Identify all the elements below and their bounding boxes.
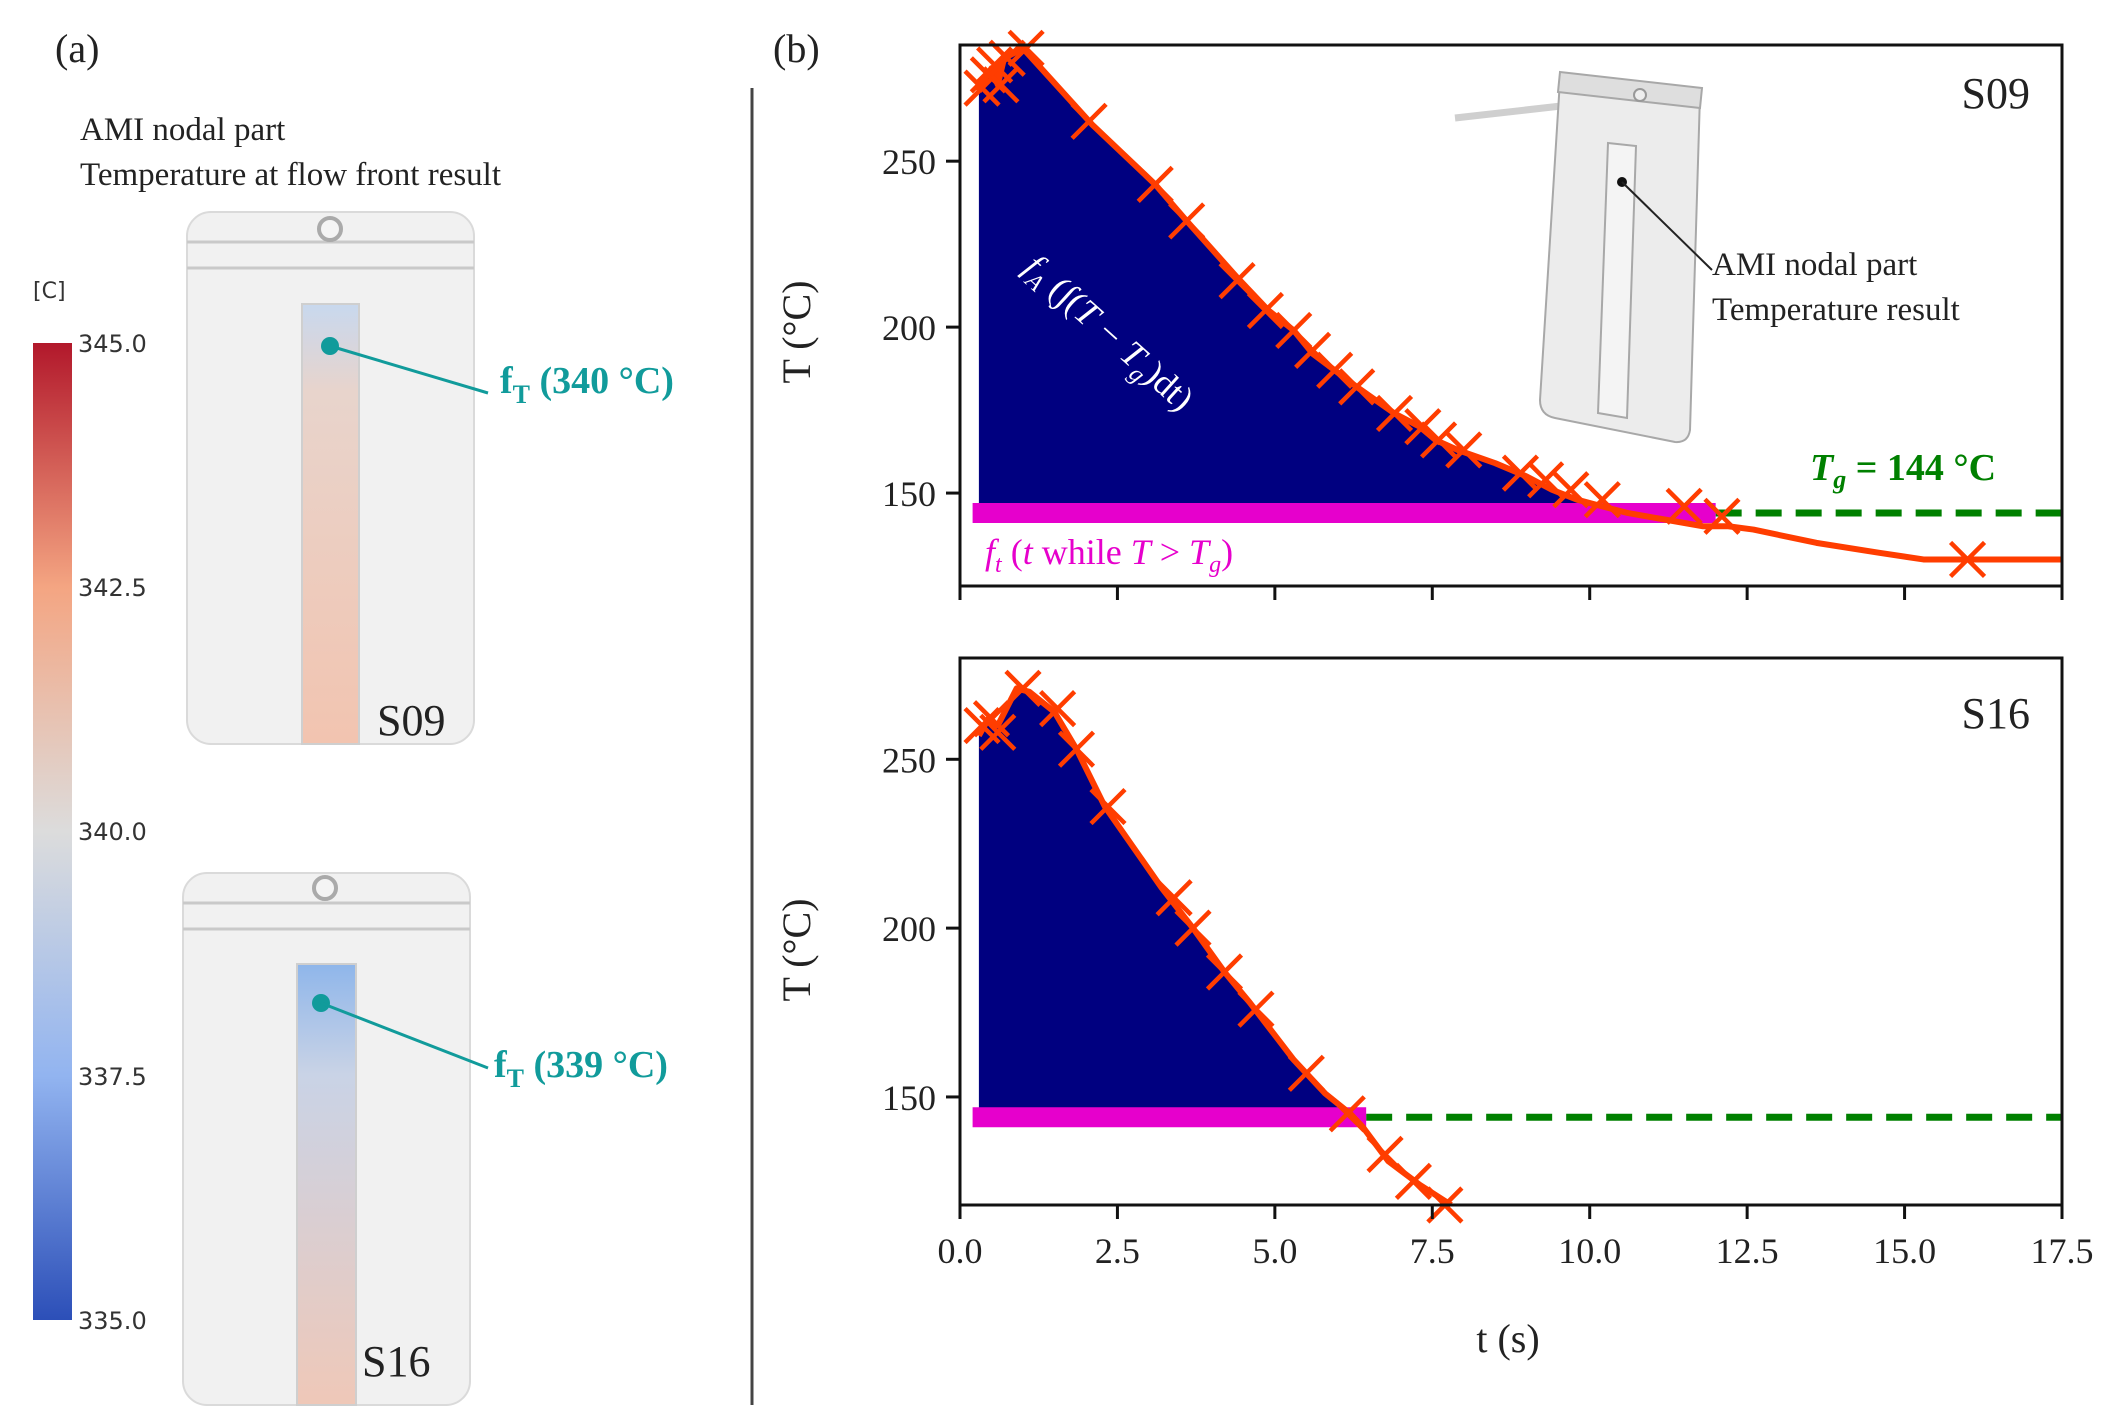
part-s09-pin [317, 216, 343, 242]
x-tick-label: 17.5 [2031, 1231, 2094, 1271]
data-point-marker [1338, 368, 1376, 406]
inset-arm [1454, 101, 1571, 122]
x-tick-label: 0.0 [938, 1231, 983, 1271]
x-tick-label: 2.5 [1095, 1231, 1140, 1271]
data-point-marker [1218, 262, 1256, 300]
colorbar-tick-5: 335.0 [78, 1307, 147, 1335]
x-tick-label: 15.0 [1873, 1231, 1936, 1271]
y-tick-label: 250 [882, 740, 936, 780]
y-tick-label: 200 [882, 909, 936, 949]
inset-label-line2: Temperature result [1712, 292, 1960, 328]
chart-s09: 150 200 250 S09 T (°C) AMI nodal part Temp… [774, 29, 2064, 600]
data-point-marker [1328, 1095, 1366, 1133]
inset-label-line1: AMI nodal part [1712, 247, 1917, 283]
colorbar-tick-3: 340.0 [78, 818, 147, 846]
data-point-marker [976, 46, 1014, 84]
colorbar-unit: [C] [33, 279, 66, 304]
part-s16-leader [320, 1001, 489, 1070]
colorbar-gradient [33, 343, 72, 1320]
panel-a-title-line2: Temperature at flow front result [80, 157, 501, 193]
data-point-marker [1237, 990, 1275, 1028]
x-tick-label: 12.5 [1716, 1231, 1779, 1271]
colorbar: [C] 345.0 342.5 340.0 337.5 335.0 [33, 279, 147, 1335]
panel-a-label: (a) [55, 26, 99, 71]
chart-s09-title: S09 [1962, 69, 2030, 118]
panel-b-label: (b) [773, 26, 820, 71]
chart-s16-ylabel: T (°C) [774, 898, 819, 1001]
part-s16-strip [296, 963, 357, 1406]
data-point-marker [1168, 202, 1206, 240]
data-point-marker [1004, 669, 1042, 707]
data-point-marker [979, 713, 1017, 751]
part-s09-ft-label: fT (340 °C) [500, 360, 674, 409]
data-point-marker [1007, 29, 1045, 67]
part-s09-leader [329, 344, 489, 395]
data-point-marker [1583, 481, 1621, 519]
colorbar-tick-4: 337.5 [78, 1063, 147, 1091]
data-point-marker [1527, 461, 1565, 499]
area-fill [978, 48, 1628, 513]
data-point-marker [1174, 909, 1212, 947]
data-point-marker [1419, 421, 1458, 459]
data-point-marker [1155, 879, 1193, 917]
y-tick-label: 200 [882, 308, 936, 348]
x-tick-label: 5.0 [1252, 1231, 1297, 1271]
data-point-marker [1445, 431, 1483, 469]
colorbar-tick-2: 342.5 [78, 574, 147, 602]
part-s16-label: S16 [362, 1337, 430, 1386]
colorbar-tick-1: 345.0 [78, 330, 147, 358]
data-point-marker [1665, 487, 1703, 525]
panel-a-title-line1: AMI nodal part [80, 112, 285, 148]
inset-leader [1621, 181, 1713, 271]
x-tick-label: 7.5 [1410, 1231, 1455, 1271]
x-tick-label: 10.0 [1558, 1231, 1621, 1271]
panel-b: (b) 150 200 250 S09 T (°C) AMI nodal part … [773, 26, 2094, 1361]
data-point-marker [1089, 787, 1127, 826]
data-point-marker [988, 39, 1026, 77]
data-point-marker [1057, 730, 1096, 768]
data-point-marker [1136, 165, 1174, 203]
chart-s16-title: S16 [1962, 689, 2030, 738]
data-point-marker [1394, 1162, 1432, 1200]
data-point-marker [1205, 953, 1244, 991]
y-tick-label: 150 [882, 1078, 936, 1118]
tg-label: Tg = 144 °C [1810, 447, 1996, 494]
chart-xlabel: t (s) [1476, 1316, 1539, 1361]
inset-top [1556, 70, 1704, 110]
plot-frame [958, 656, 2064, 1207]
inset-strip [1596, 141, 1638, 420]
inset-part: AMI nodal part Temperature result [1454, 70, 1960, 444]
part-s09: fT (340 °C) S09 [186, 211, 674, 745]
y-tick-label: 250 [882, 142, 936, 182]
data-point-marker [1039, 690, 1077, 728]
panel-a: (a) AMI nodal part Temperature at flow f… [33, 26, 674, 1406]
chart-s09-ylabel: T (°C) [774, 280, 819, 383]
part-s09-strip [301, 303, 360, 745]
part-s16-pin [312, 875, 338, 901]
part-s16-ft-label: fT (339 °C) [494, 1044, 668, 1093]
data-point-marker [1501, 454, 1540, 492]
y-tick-label: 150 [882, 474, 936, 514]
chart-s16: 0.0 2.5 5.0 7.5 10.0 12.5 15.0 17.5 150 200 250 S1… [774, 656, 2094, 1361]
data-point-marker [1316, 351, 1354, 389]
data-point-marker [1287, 1054, 1325, 1092]
time-label: ft (t while T > Tg) [985, 532, 1233, 578]
data-point-marker [1948, 540, 1987, 579]
data-point-marker [1070, 102, 1108, 140]
data-point-marker [1246, 291, 1285, 330]
data-point-marker [1552, 471, 1590, 509]
part-s16: fT (339 °C) S16 [182, 872, 668, 1406]
data-point-marker [1703, 497, 1741, 535]
plot-frame [958, 43, 2064, 588]
data-point-marker [1375, 394, 1414, 433]
part-s09-label: S09 [377, 696, 445, 745]
inset-pin [1633, 88, 1647, 102]
